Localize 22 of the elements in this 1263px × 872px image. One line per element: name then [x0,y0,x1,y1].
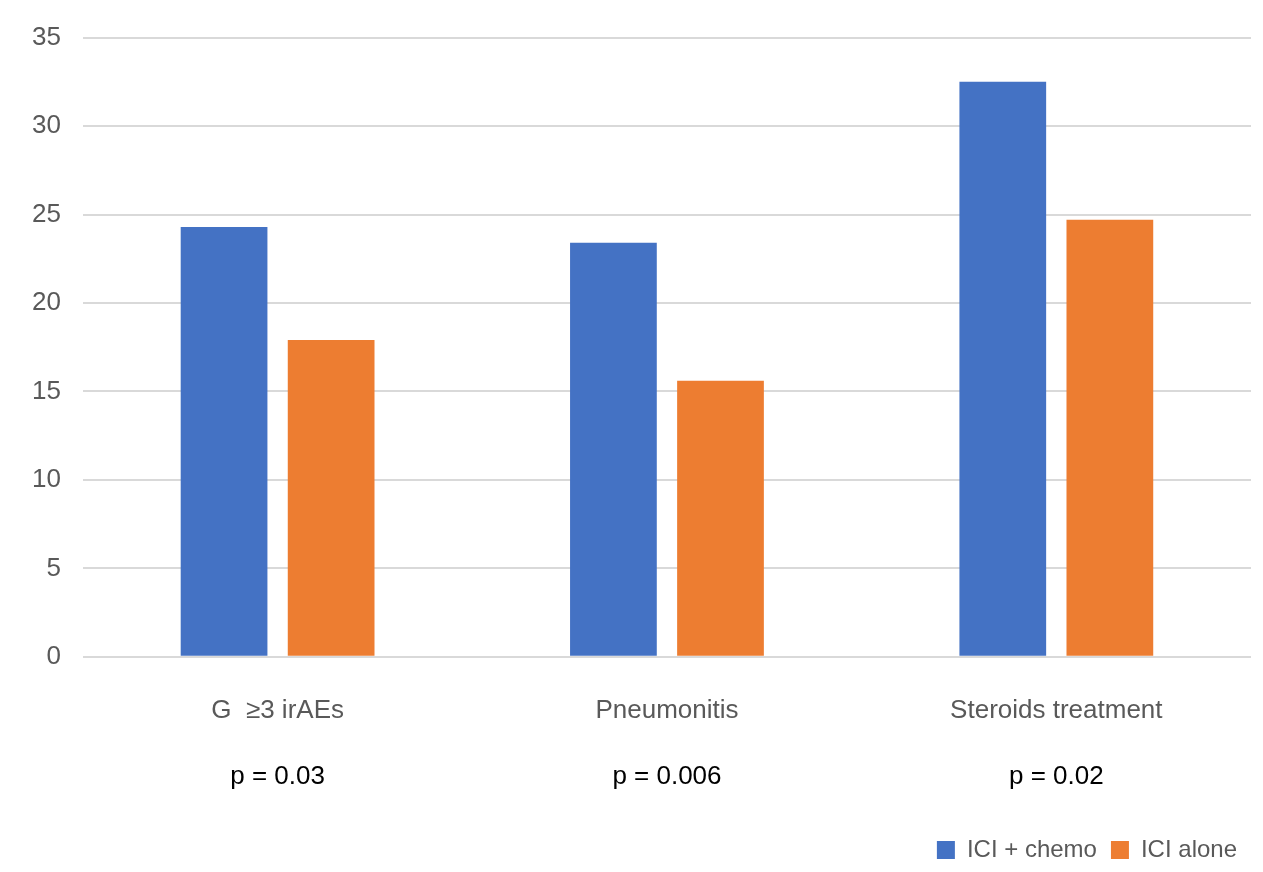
y-tick-label: 0 [46,639,61,670]
bar [570,242,657,656]
y-tick-label: 5 [46,551,61,582]
text: p = 0.03 [230,759,325,790]
text: p = 0.02 [1008,759,1104,790]
legend-label: ICI alone [1140,834,1237,862]
bar [287,340,375,656]
y-tick-label: 35 [32,20,61,51]
bar [1066,219,1154,656]
bar [677,380,764,656]
y-tick-label: 20 [32,286,61,317]
x-tick-label: Pneumonitis [595,693,739,724]
text: p = 0.006 [612,759,722,790]
bar [959,81,1047,656]
y-tick-label: 10 [32,463,61,494]
y-tick-label: 15 [32,374,61,405]
x-tick-label: Steroids treatment [950,693,1164,724]
y-tick-label: 30 [32,109,61,140]
bar [180,226,268,656]
legend-label: ICI + chemo [966,834,1097,862]
x-tick-label: G ≥3 irAEs [211,693,344,724]
y-tick-label: 25 [32,197,61,228]
